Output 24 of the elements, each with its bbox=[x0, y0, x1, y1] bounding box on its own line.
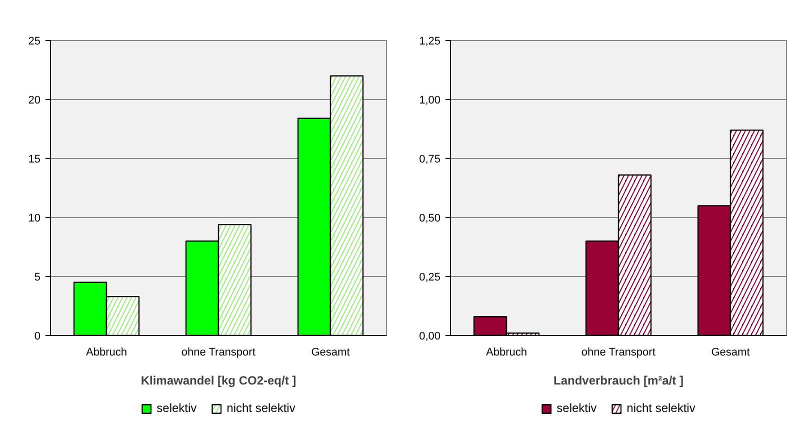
y-tick-label: 5 bbox=[34, 272, 41, 284]
y-tick-label: 25 bbox=[28, 36, 41, 48]
y-tick-label: 0,00 bbox=[419, 330, 441, 342]
x-tick-label: ohne Transport bbox=[181, 346, 256, 358]
y-tick-label: 1,00 bbox=[419, 94, 441, 106]
legend-label: nicht selektiv bbox=[226, 401, 296, 415]
y-tick-label: 0,25 bbox=[419, 272, 441, 284]
x-tick-label: ohne Transport bbox=[581, 346, 656, 358]
legend-label: selektiv bbox=[556, 401, 597, 415]
legend-label: selektiv bbox=[156, 401, 197, 415]
y-tick-label: 0,50 bbox=[419, 212, 441, 224]
y-tick-label: 20 bbox=[28, 94, 41, 106]
y-tick-label: 1,25 bbox=[419, 36, 441, 48]
y-tick-label: 0 bbox=[34, 330, 41, 342]
x-tick-label: Gesamt bbox=[711, 346, 750, 358]
y-tick-label: 15 bbox=[28, 154, 41, 166]
y-tick-label: 10 bbox=[28, 212, 41, 224]
x-axis-title: Landverbrauch [m²a/t ] bbox=[553, 374, 684, 388]
y-tick-label: 0,75 bbox=[419, 154, 441, 166]
x-tick-label: Abbruch bbox=[86, 346, 127, 358]
x-tick-label: Abbruch bbox=[486, 346, 527, 358]
x-tick-label: Gesamt bbox=[311, 346, 350, 358]
x-axis-title: Klimawandel [kg CO2-eq/t ] bbox=[140, 374, 296, 388]
legend-label: nicht selektiv bbox=[626, 401, 696, 415]
